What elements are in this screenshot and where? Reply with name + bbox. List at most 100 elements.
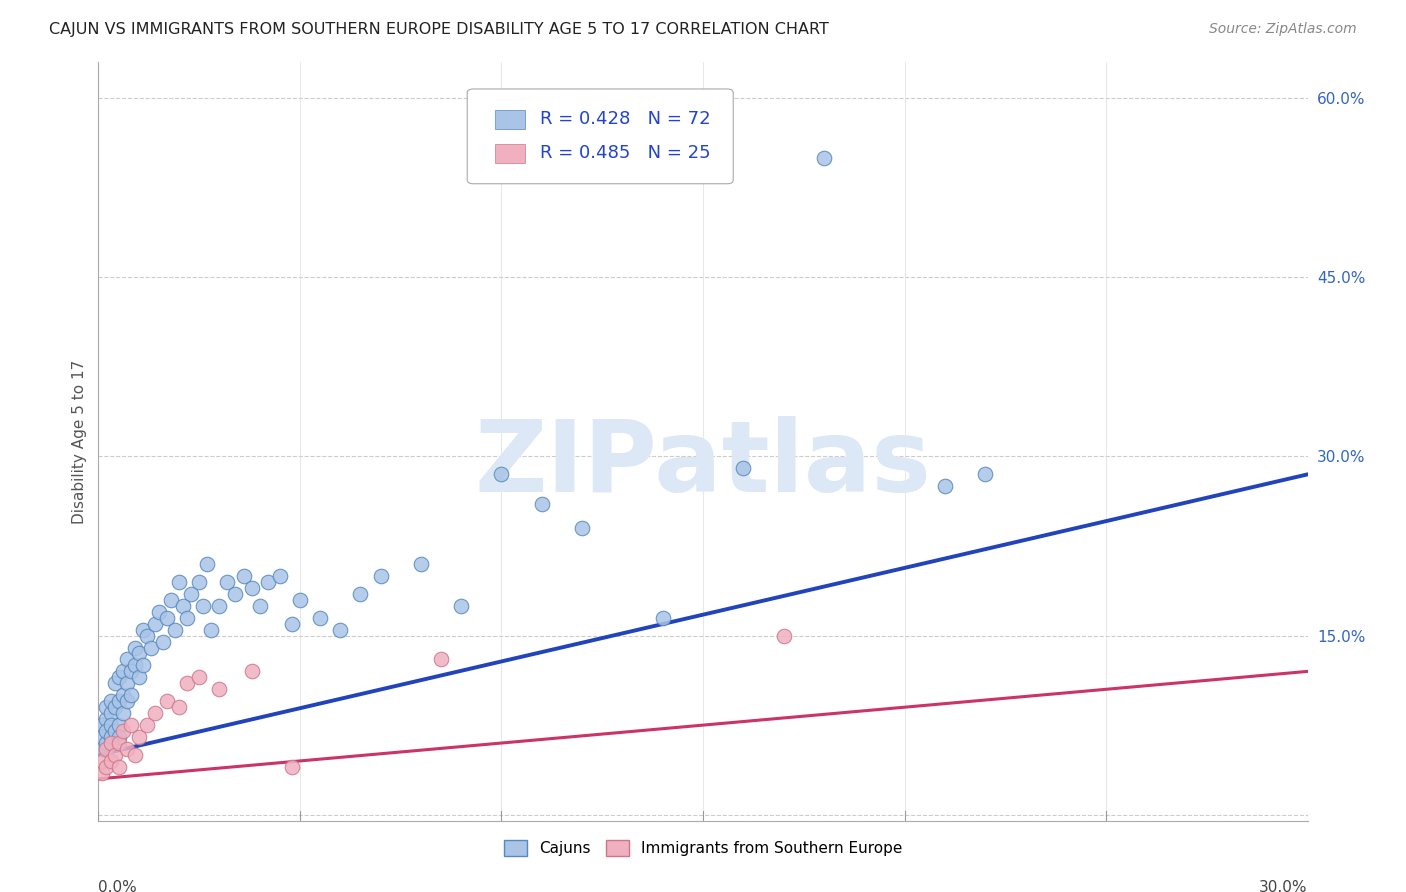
Point [128,647,150,661]
Point [156,610,179,624]
Point [132,623,155,637]
Text: 30.0%: 30.0% [1260,880,1308,892]
Point [100,718,122,732]
Legend: Cajuns, Immigrants from Southern Europe: Cajuns, Immigrants from Southern Europe [498,834,908,863]
Point [96,700,118,714]
Point [208,599,231,613]
Point [111,665,134,679]
Point [240,665,263,679]
Point [172,599,194,613]
Point [100,754,122,768]
Text: R = 0.428   N = 72: R = 0.428 N = 72 [540,111,710,128]
Point [115,652,138,666]
Point [107,730,129,744]
Point [91,742,114,756]
Point [167,700,190,714]
Point [100,736,122,750]
Point [195,557,218,571]
Point [120,688,142,702]
Text: 0.0%: 0.0% [98,880,138,892]
Point [934,479,956,493]
Point [329,623,352,637]
Point [111,688,134,702]
Point [107,694,129,708]
Point [281,616,304,631]
Point [409,557,432,571]
Point [96,742,118,756]
Point [96,736,118,750]
Bar [495,144,526,163]
Point [200,623,222,637]
Point [256,574,278,589]
Point [120,718,142,732]
Point [124,640,146,655]
Point [249,599,271,613]
Text: Source: ZipAtlas.com: Source: ZipAtlas.com [1209,22,1357,37]
Point [148,605,170,619]
Point [163,623,186,637]
Point [143,706,166,721]
Point [176,610,198,624]
Point [309,610,332,624]
Point [530,497,553,511]
Point [100,706,122,721]
Y-axis label: Disability Age 5 to 17: Disability Age 5 to 17 [72,359,87,524]
Point [651,610,673,624]
Point [208,682,231,697]
Point [188,670,211,684]
Point [111,724,134,739]
Point [733,461,755,475]
Point [124,747,146,762]
Point [103,700,125,714]
Point [128,670,150,684]
Point [152,634,174,648]
Point [571,521,593,535]
Point [107,736,129,750]
Point [450,599,472,613]
Point [135,629,157,643]
FancyBboxPatch shape [467,89,734,184]
Text: CAJUN VS IMMIGRANTS FROM SOUTHERN EUROPE DISABILITY AGE 5 TO 17 CORRELATION CHAR: CAJUN VS IMMIGRANTS FROM SOUTHERN EUROPE… [49,22,830,37]
Bar [495,110,526,128]
Point [107,718,129,732]
Point [107,670,129,684]
Point [160,592,183,607]
Point [143,616,166,631]
Point [217,574,239,589]
Point [91,765,114,780]
Point [91,718,114,732]
Point [349,587,371,601]
Point [111,706,134,721]
Point [115,694,138,708]
Point [156,694,179,708]
Point [128,730,150,744]
Point [135,718,157,732]
Point [115,742,138,756]
Point [269,569,291,583]
Point [103,676,125,690]
Point [224,587,246,601]
Point [96,760,118,774]
Point [96,724,118,739]
Point [107,760,129,774]
Point [103,747,125,762]
Point [240,581,263,595]
Point [100,730,122,744]
Point [193,599,215,613]
Text: R = 0.485   N = 25: R = 0.485 N = 25 [540,145,710,162]
Point [974,467,997,482]
Point [103,724,125,739]
Point [281,760,304,774]
Point [772,629,794,643]
Point [370,569,392,583]
Point [430,652,453,666]
Point [120,665,142,679]
Point [188,574,211,589]
Point [180,587,202,601]
Point [100,694,122,708]
Point [124,658,146,673]
Point [288,592,311,607]
Point [167,574,190,589]
Text: ZIPatlas: ZIPatlas [475,416,931,513]
Point [132,658,155,673]
